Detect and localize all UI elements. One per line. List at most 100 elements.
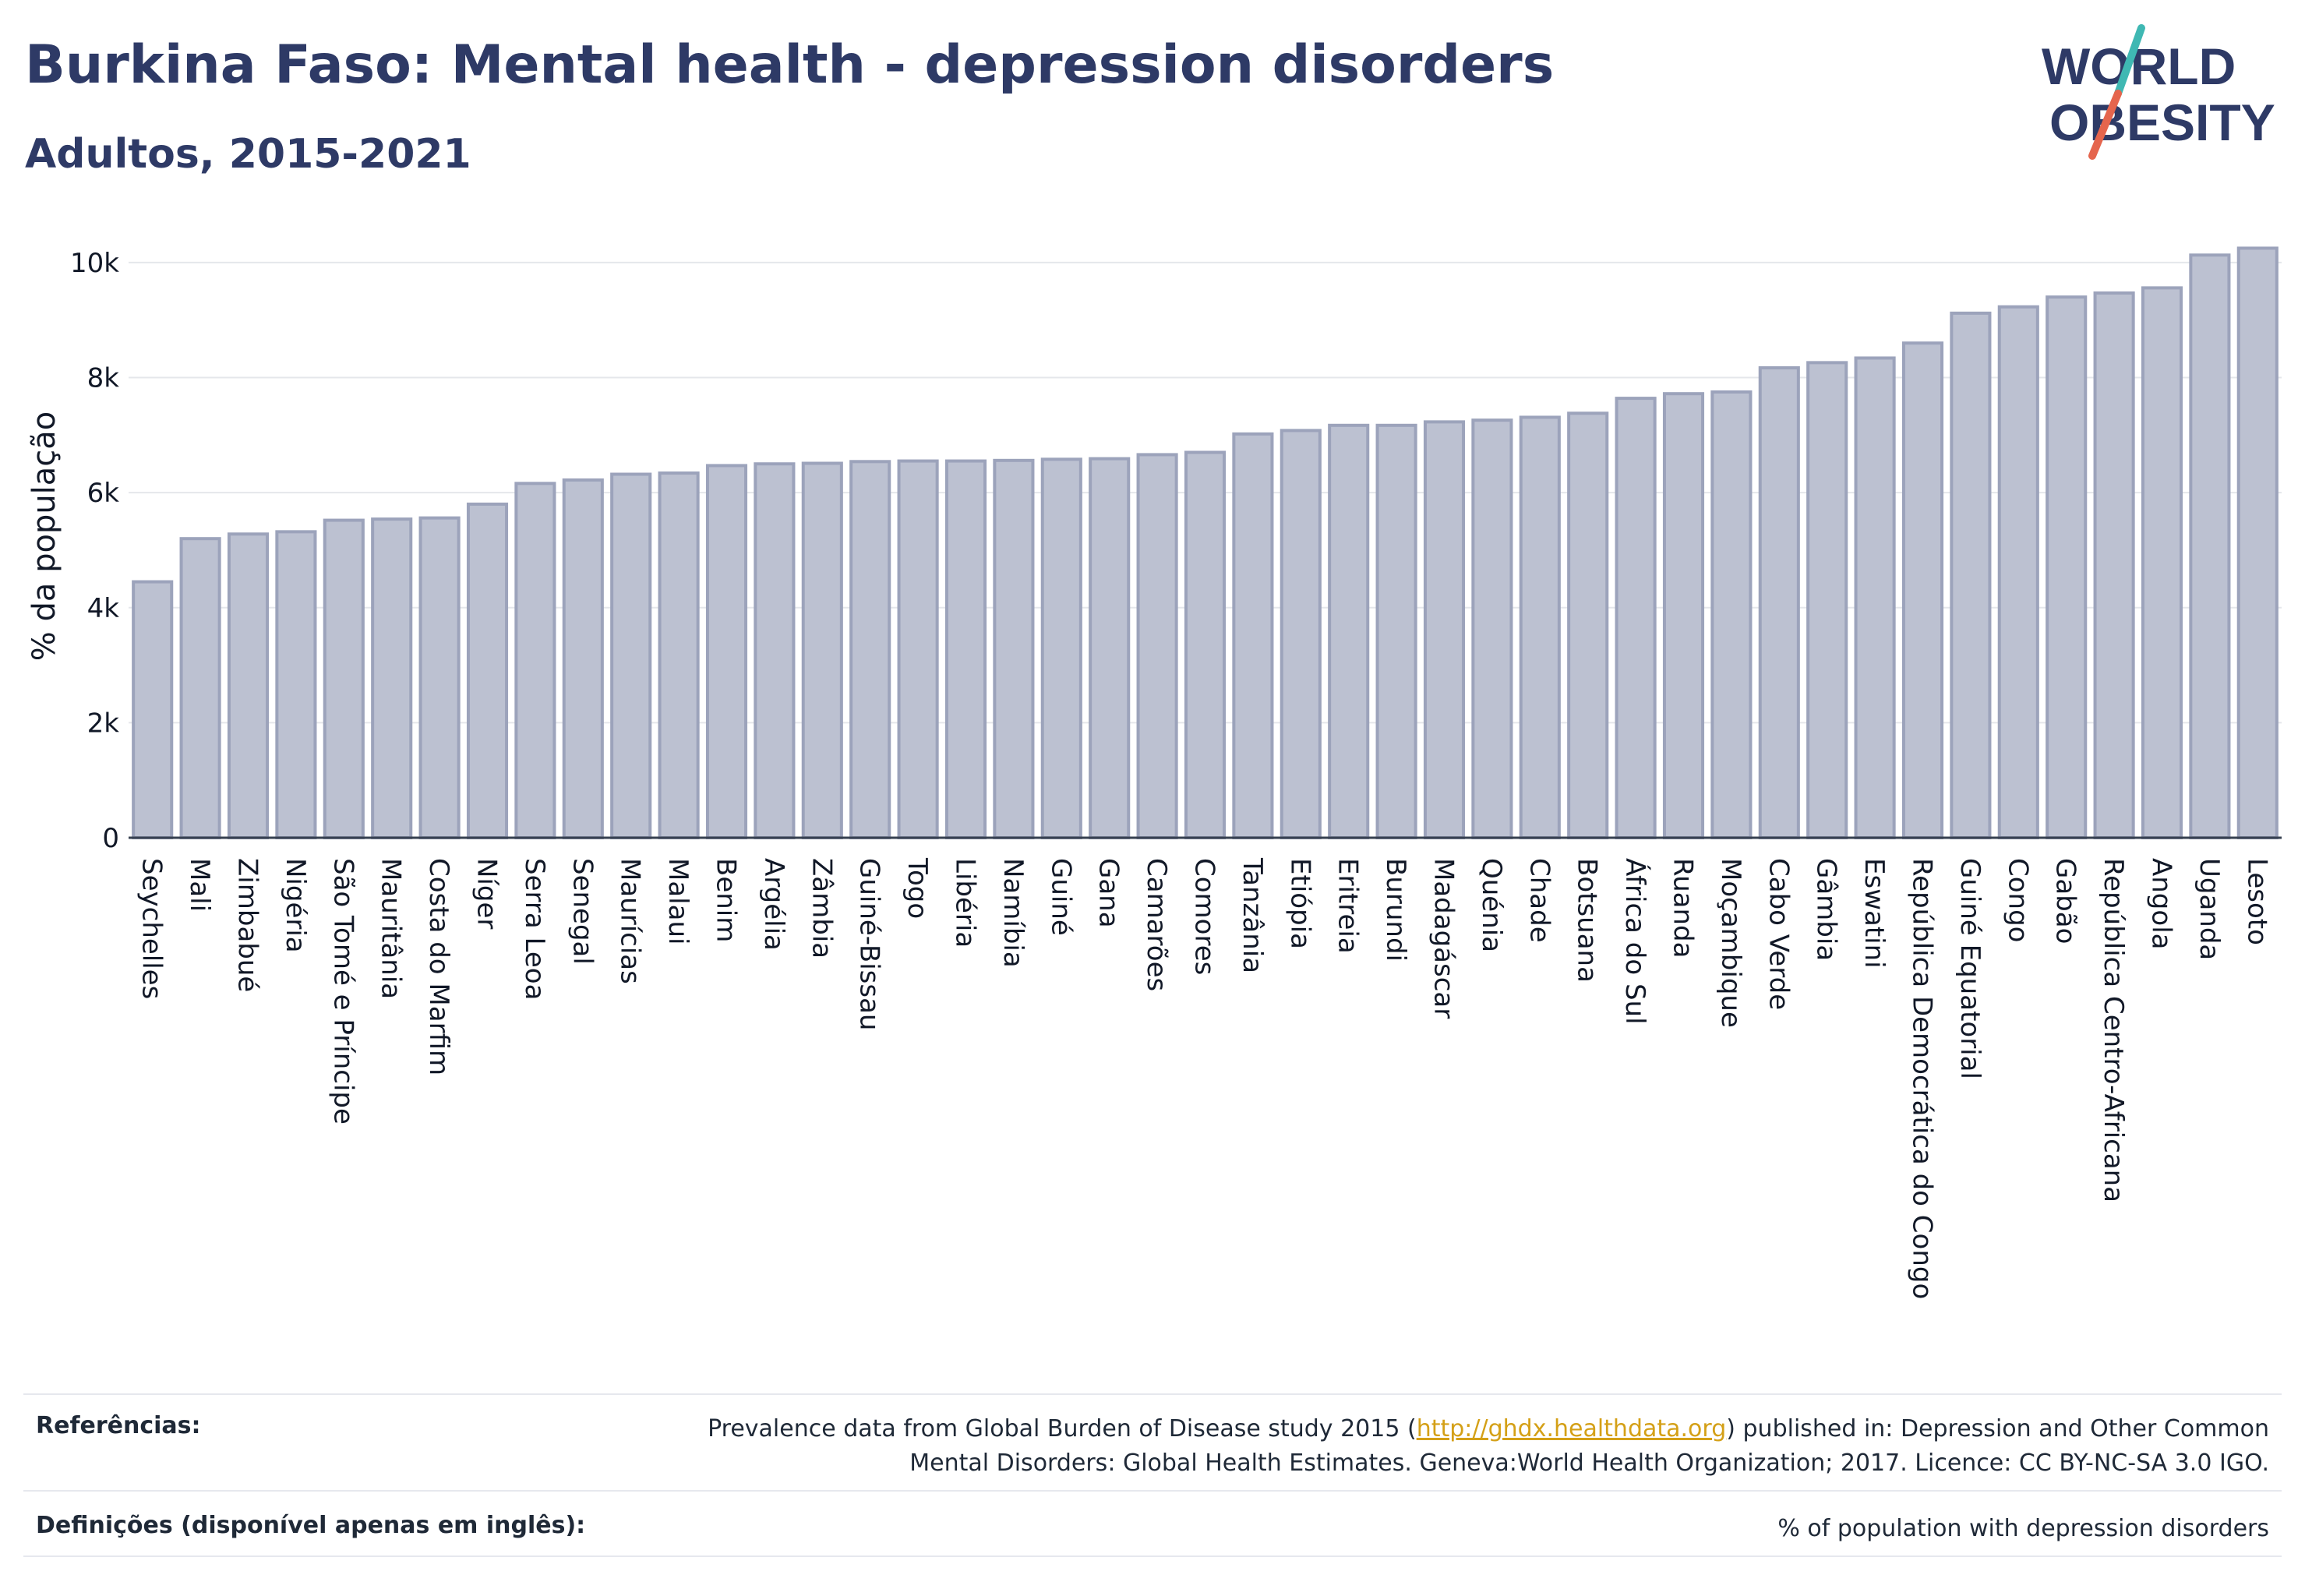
bar	[2093, 291, 2135, 839]
y-tick-label: 6k	[87, 478, 120, 509]
x-category-label: Tanzânia	[1237, 857, 1268, 973]
definitions-text: % of population with depression disorder…	[1777, 1515, 2269, 1542]
bar	[227, 532, 270, 839]
bar	[275, 530, 317, 839]
bar	[1040, 457, 1082, 839]
x-category-label: Senegal	[567, 858, 598, 965]
x-category-label: Gabão	[2050, 858, 2081, 944]
x-category-label: República Democrática do Congo	[1907, 858, 1938, 1299]
x-category-label: Eswatini	[1858, 858, 1890, 969]
x-category-label: Uganda	[2194, 858, 2225, 960]
x-category-label: Madagáscar	[1428, 858, 1460, 1019]
bar	[2236, 246, 2279, 839]
bar	[1519, 415, 1561, 839]
x-category-label: Malaui	[662, 858, 694, 945]
definitions-row: Definições (disponível apenas em inglês)…	[23, 1512, 2282, 1546]
bar	[705, 464, 748, 839]
x-category-label: Guiné-Bissau	[854, 858, 885, 1030]
x-category-label: Comores	[1189, 858, 1220, 975]
x-category-label: Moçambique	[1715, 858, 1746, 1028]
bar	[944, 459, 987, 839]
x-category-label: Argélia	[758, 858, 789, 951]
x-category-label: Zimbabué	[232, 858, 263, 992]
bar	[1471, 418, 1513, 839]
x-category-label: Serra Leoa	[519, 858, 550, 1000]
x-category-label: República Centro-Africana	[2098, 858, 2129, 1202]
bar	[1232, 432, 1274, 839]
bar	[1423, 420, 1466, 839]
x-category-label: Etiópia	[1284, 858, 1315, 949]
bar	[1854, 356, 1896, 839]
x-category-label: Mauritânia	[376, 858, 407, 999]
bar	[1136, 453, 1178, 840]
references-label: Referências:	[36, 1412, 201, 1439]
x-category-label: Costa do Marfim	[423, 858, 454, 1075]
x-category-label: Gâmbia	[1811, 858, 1842, 961]
bar	[1328, 423, 1370, 839]
logo-slash-bottom	[2088, 90, 2122, 160]
bar	[2046, 295, 2088, 839]
bar	[179, 537, 221, 839]
x-category-label: Benim	[711, 858, 742, 942]
y-tick-label: 4k	[87, 593, 120, 624]
footer-divider-mid	[23, 1490, 2282, 1492]
x-category-label: Congo	[2002, 858, 2033, 942]
chart-subtitle: Adultos, 2015-2021	[25, 131, 471, 178]
bar	[2189, 253, 2231, 839]
x-category-label: Libéria	[950, 858, 981, 948]
x-category-label: Eritreia	[1333, 858, 1364, 954]
bar	[1710, 390, 1753, 839]
x-category-label: Guiné	[1045, 858, 1076, 936]
bar	[1758, 365, 1800, 839]
bar	[754, 462, 796, 839]
x-category-label: Angola	[2146, 858, 2177, 949]
x-category-label: São Tomé e Príncipe	[327, 858, 358, 1125]
x-category-label: Quénia	[1476, 858, 1507, 952]
x-category-label: Cabo Verde	[1763, 858, 1794, 1010]
bar	[1184, 450, 1227, 839]
bar	[562, 478, 604, 840]
bar	[1950, 311, 1992, 840]
x-category-label: Namíbia	[997, 858, 1029, 968]
logo-slash-top	[2114, 24, 2145, 97]
x-category-label: Níger	[471, 858, 503, 929]
x-category-label: Seychelles	[136, 858, 168, 999]
bar	[418, 516, 461, 839]
footer-divider-bottom	[23, 1555, 2282, 1557]
y-tick-label: 10k	[70, 248, 119, 279]
bar	[1567, 411, 1609, 839]
bar	[466, 502, 509, 840]
x-category-label: Nigéria	[280, 858, 311, 953]
y-axis-title: % da população	[26, 411, 62, 662]
bar	[1662, 392, 1705, 839]
logo-line-obesity: OBESITY	[2049, 94, 2275, 151]
bar	[323, 518, 365, 839]
world-obesity-logo: WORLD OBESITY	[2042, 24, 2275, 160]
bar	[897, 459, 939, 839]
y-tick-label: 0	[102, 823, 119, 854]
footer-divider-top	[23, 1393, 2282, 1395]
bar	[993, 458, 1035, 839]
bar	[1089, 457, 1131, 839]
x-category-label: Burundi	[1380, 858, 1411, 962]
bar	[2141, 286, 2183, 839]
x-category-label: Guiné Equatorial	[1954, 858, 1986, 1079]
bar	[132, 580, 174, 839]
bar	[610, 472, 652, 839]
bar	[1806, 361, 1848, 840]
x-category-label: África do Sul	[1619, 858, 1651, 1025]
x-category-label: Zâmbia	[806, 858, 837, 959]
bar	[371, 517, 413, 839]
x-category-label: Chade	[1523, 858, 1555, 943]
bar	[658, 471, 700, 839]
y-tick-label: 8k	[87, 363, 120, 394]
bar	[1997, 305, 2039, 839]
bar	[1280, 429, 1322, 839]
bar	[1375, 423, 1417, 839]
x-category-label: Camarões	[1141, 858, 1172, 991]
y-tick-label: 2k	[87, 708, 120, 739]
ghdx-link[interactable]: http://ghdx.healthdata.org	[1416, 1415, 1727, 1442]
bar	[1901, 341, 1944, 839]
logo-line-world: WORLD	[2042, 37, 2236, 95]
chart-title: Burkina Faso: Mental health - depression…	[25, 34, 1555, 96]
